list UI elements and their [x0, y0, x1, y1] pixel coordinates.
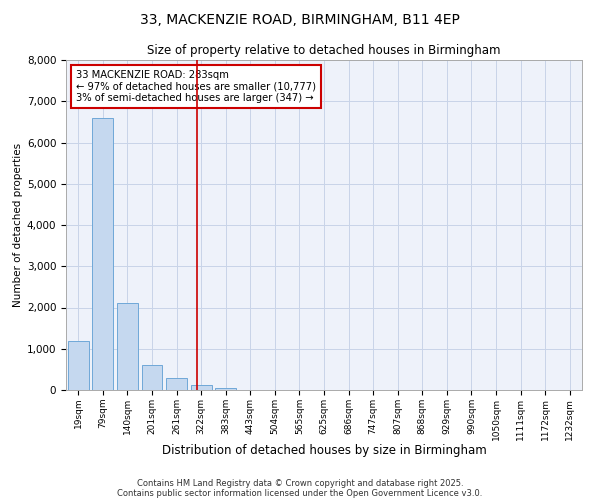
- Title: Size of property relative to detached houses in Birmingham: Size of property relative to detached ho…: [147, 44, 501, 58]
- X-axis label: Distribution of detached houses by size in Birmingham: Distribution of detached houses by size …: [161, 444, 487, 457]
- Bar: [117, 304, 138, 390]
- Y-axis label: Number of detached properties: Number of detached properties: [13, 143, 23, 307]
- Bar: [142, 365, 163, 390]
- Bar: [92, 118, 113, 390]
- Text: Contains HM Land Registry data © Crown copyright and database right 2025.: Contains HM Land Registry data © Crown c…: [137, 478, 463, 488]
- Text: 33, MACKENZIE ROAD, BIRMINGHAM, B11 4EP: 33, MACKENZIE ROAD, BIRMINGHAM, B11 4EP: [140, 12, 460, 26]
- Text: Contains public sector information licensed under the Open Government Licence v3: Contains public sector information licen…: [118, 488, 482, 498]
- Text: 33 MACKENZIE ROAD: 283sqm
← 97% of detached houses are smaller (10,777)
3% of se: 33 MACKENZIE ROAD: 283sqm ← 97% of detac…: [76, 70, 316, 103]
- Bar: [68, 340, 89, 390]
- Bar: [191, 385, 212, 390]
- Bar: [166, 378, 187, 390]
- Bar: [215, 388, 236, 390]
